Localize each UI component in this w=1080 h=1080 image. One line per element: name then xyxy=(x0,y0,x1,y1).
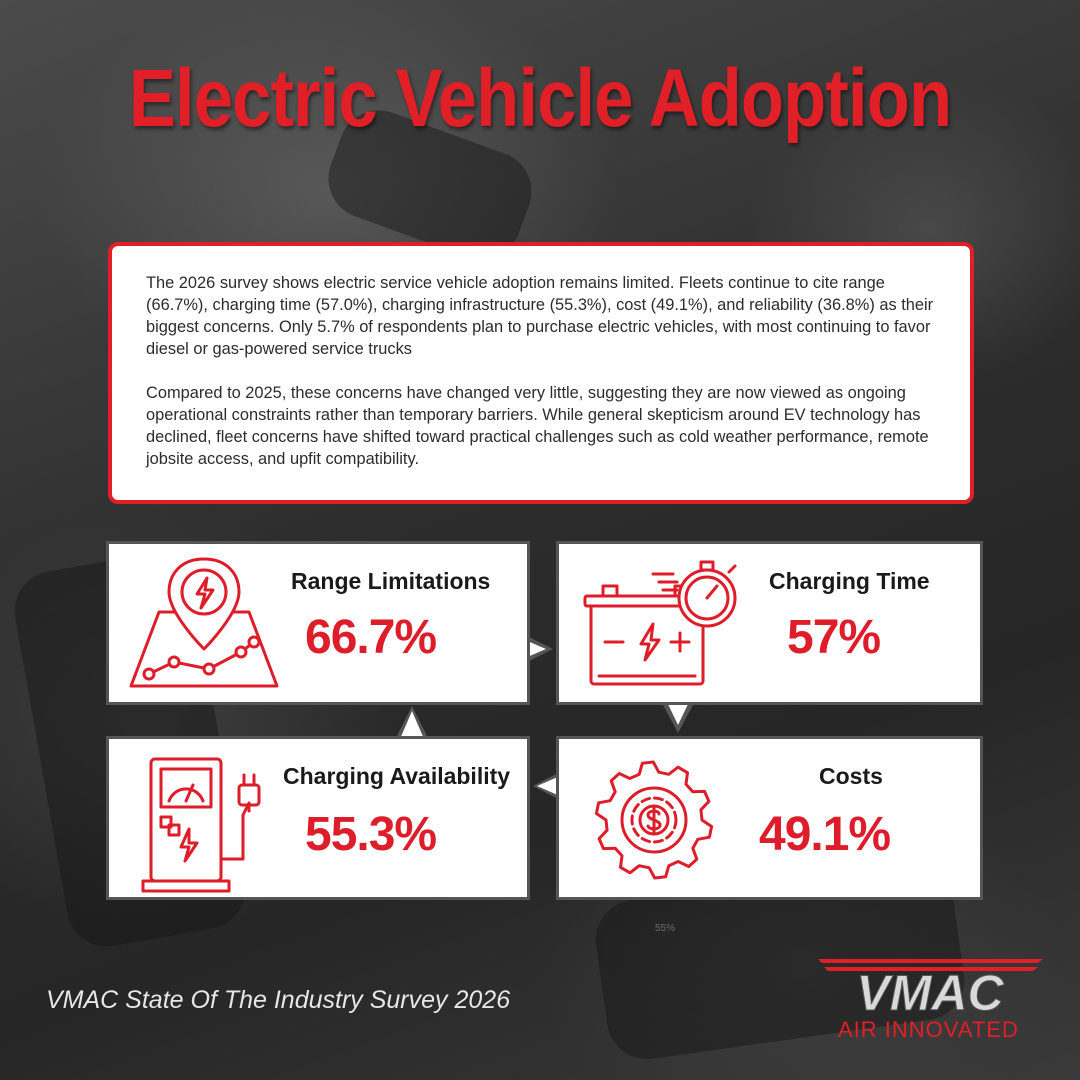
card-label: Charging Time xyxy=(769,568,930,594)
logo-tagline: AIR INNOVATED xyxy=(838,1017,1019,1042)
card-value: 66.7% xyxy=(305,611,437,664)
watermark-text: 55% xyxy=(655,923,676,934)
card-label: Costs xyxy=(819,763,883,789)
card-range-limitations: Range Limitations 66.7% xyxy=(106,541,530,705)
map-pin-route-icon xyxy=(129,557,279,688)
charging-station-icon xyxy=(141,757,261,893)
card-value: 49.1% xyxy=(759,808,891,861)
battery-stopwatch-icon xyxy=(583,560,737,686)
card-charging-availability: Charging Availability 55.3% xyxy=(106,736,530,900)
card-value: 55.3% xyxy=(305,808,437,861)
pointer-right-inner xyxy=(525,640,546,658)
gear-dollar-icon xyxy=(594,760,714,880)
survey-source: VMAC State Of The Industry Survey 2026 xyxy=(46,986,511,1014)
card-costs: Costs 49.1% xyxy=(556,736,983,900)
pointer-up-inner xyxy=(400,711,424,739)
card-value: 57% xyxy=(787,611,881,664)
card-label: Range Limitations xyxy=(291,568,491,594)
vmac-logo: VMAC AIR INNOVATED xyxy=(818,955,1043,1045)
card-label: Charging Availability xyxy=(283,763,511,789)
svg-text:VMAC: VMAC xyxy=(856,965,1004,1015)
vmac-logo-mark: VMAC xyxy=(818,959,1043,1022)
intro-paragraph-2: Compared to 2025, these concerns have ch… xyxy=(146,384,929,468)
card-charging-time: Charging Time 57% xyxy=(556,541,983,705)
intro-text-box: The 2026 survey shows electric service v… xyxy=(108,242,974,504)
page-title: Electric Vehicle Adoption xyxy=(128,53,952,144)
pointer-left-inner xyxy=(537,776,560,796)
intro-paragraph-1: The 2026 survey shows electric service v… xyxy=(146,274,934,358)
